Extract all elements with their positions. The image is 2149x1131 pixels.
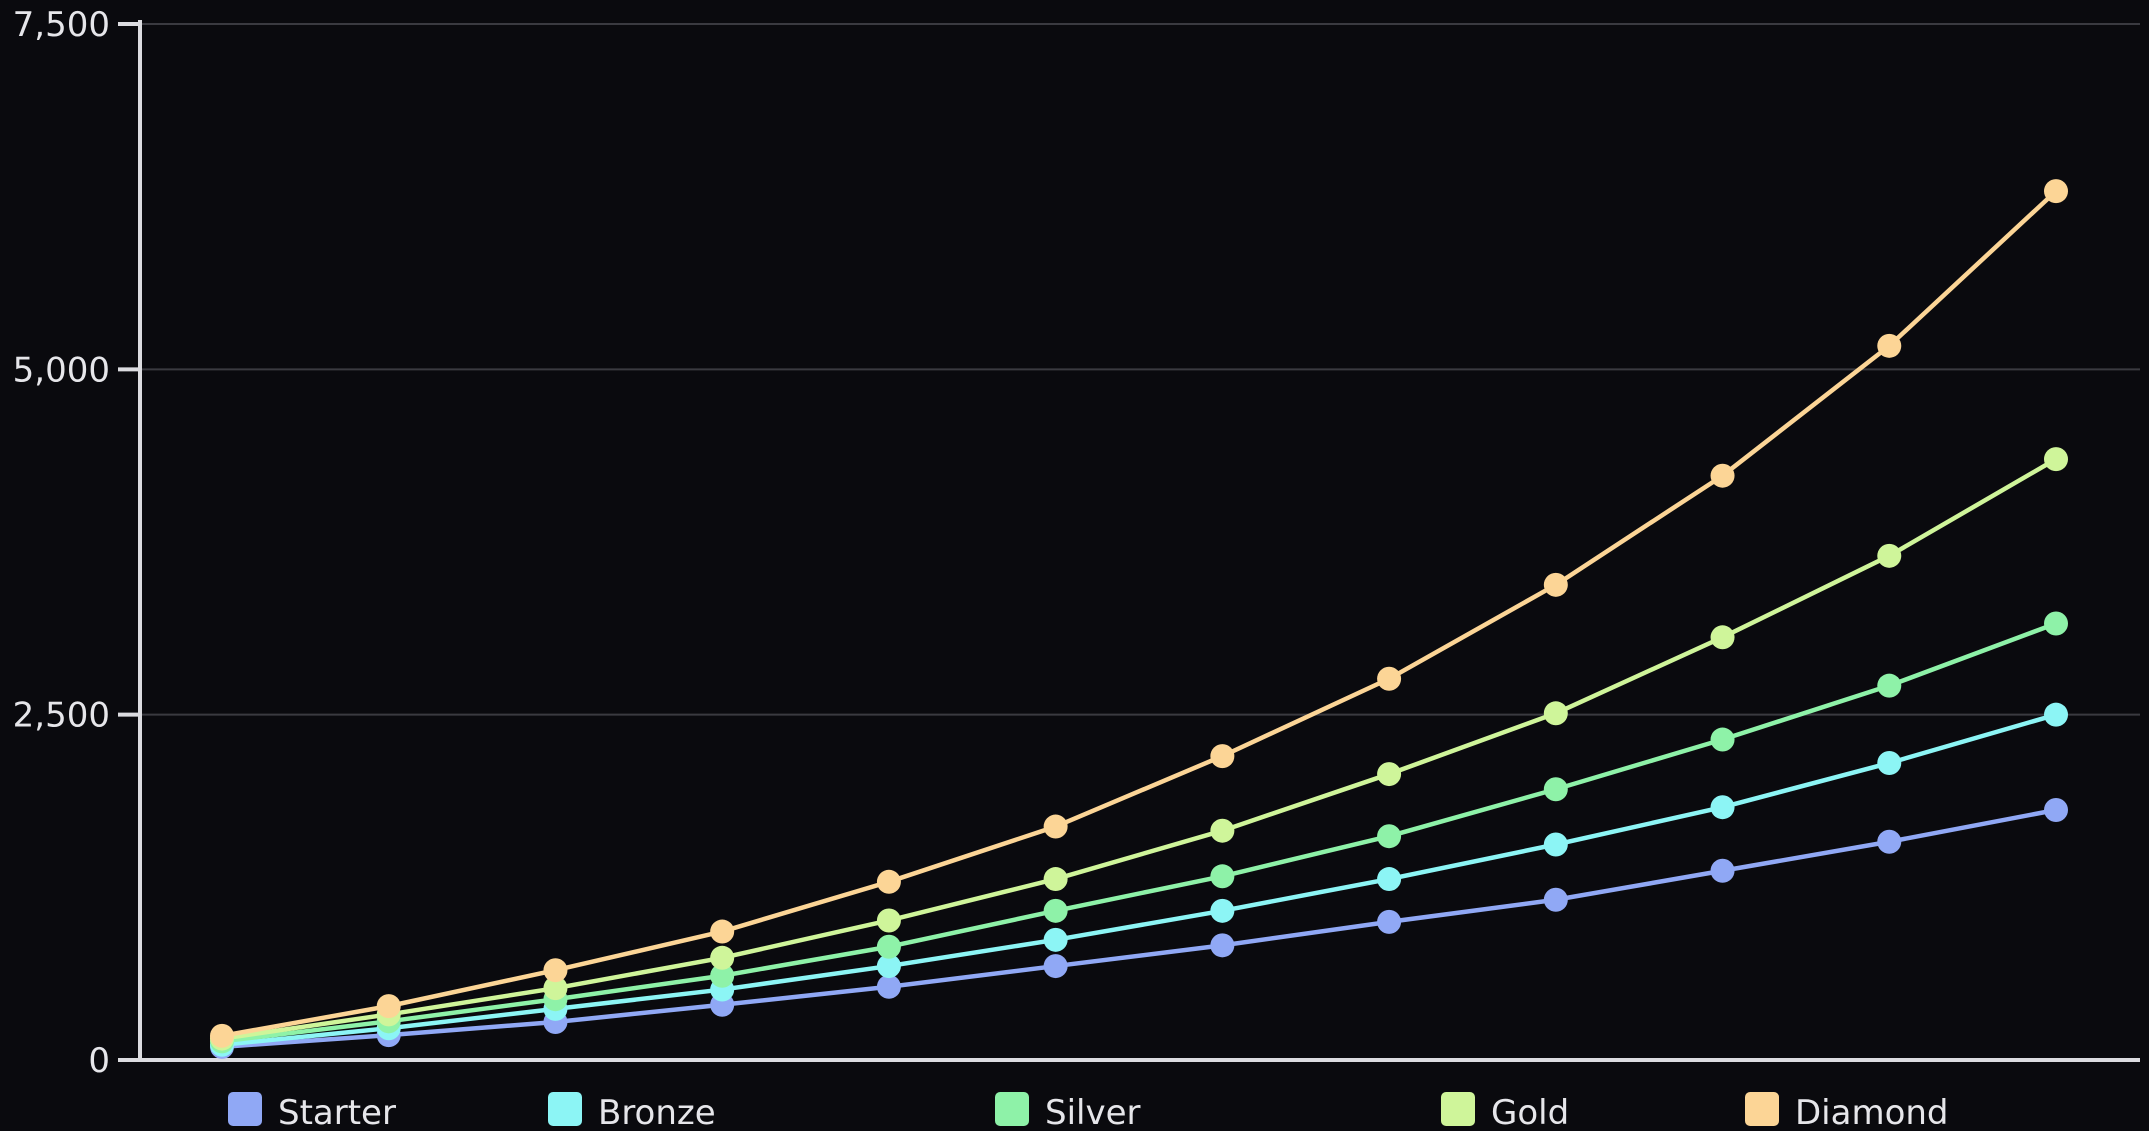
data-point (1877, 829, 1902, 854)
data-point (210, 1023, 234, 1048)
data-point (876, 954, 901, 979)
data-point (1543, 832, 1568, 857)
data-point (1210, 864, 1235, 889)
data-point (1543, 572, 1568, 597)
data-point (1043, 814, 1068, 839)
data-point (543, 958, 568, 983)
legend-label: Bronze (598, 1093, 716, 1131)
data-point (1210, 744, 1235, 769)
data-point (1377, 762, 1402, 787)
y-tick-label: 7,500 (13, 5, 110, 45)
series-line (219, 188, 2059, 1039)
y-tick-label: 5,000 (13, 350, 110, 390)
data-point (876, 908, 901, 933)
data-point (2044, 179, 2068, 204)
data-point (1377, 824, 1402, 849)
data-point (1877, 543, 1902, 568)
legend-label: Silver (1045, 1093, 1141, 1131)
legend-item-starter: Starter (228, 1092, 396, 1131)
data-point (1043, 954, 1068, 979)
data-point (1210, 898, 1235, 923)
data-point (2044, 611, 2068, 636)
legend-label: Starter (278, 1093, 396, 1131)
data-point (1043, 898, 1068, 923)
data-point (1710, 625, 1735, 650)
data-point (1710, 795, 1735, 820)
legend-label: Gold (1491, 1093, 1569, 1131)
data-point (1710, 463, 1735, 488)
series-bronze (210, 702, 2068, 1057)
data-point (876, 974, 901, 999)
legend-item-gold: Gold (1441, 1092, 1569, 1131)
data-point (1210, 933, 1235, 958)
legend-item-diamond: Diamond (1745, 1092, 1949, 1131)
legend-swatch (548, 1092, 582, 1126)
data-point (1377, 909, 1402, 934)
data-point (1043, 927, 1068, 952)
series-group (210, 179, 2068, 1059)
data-point (2044, 702, 2068, 727)
data-point (2044, 447, 2068, 472)
data-point (710, 963, 735, 988)
legend-swatch (1745, 1092, 1779, 1126)
data-point (1710, 727, 1735, 752)
data-point (543, 976, 568, 1001)
series-line (219, 456, 2059, 1041)
legend: Starter Bronze Silver Gold Diamond (228, 1092, 1949, 1131)
series-line (219, 807, 2059, 1050)
data-point (710, 945, 735, 970)
data-point (1043, 867, 1068, 892)
data-point (376, 994, 401, 1019)
series-diamond (210, 179, 2068, 1048)
data-point (1877, 673, 1902, 698)
axes: 0 2,500 5,000 7,500 (13, 5, 2140, 1081)
legend-swatch (228, 1092, 262, 1126)
data-point (876, 934, 901, 959)
legend-swatch (1441, 1092, 1475, 1126)
data-point (1543, 887, 1568, 912)
data-point (1377, 666, 1402, 691)
data-point (876, 869, 901, 894)
legend-swatch (995, 1092, 1029, 1126)
data-point (1877, 751, 1902, 776)
gridlines (140, 23, 2140, 716)
series-gold (210, 447, 2068, 1051)
y-tick-label: 2,500 (13, 696, 110, 736)
data-point (1377, 867, 1402, 892)
series-line (219, 712, 2059, 1048)
y-tick-label: 0 (88, 1041, 110, 1081)
legend-label: Diamond (1795, 1093, 1949, 1131)
series-line (219, 621, 2059, 1044)
series-silver (210, 611, 2068, 1054)
series-starter (210, 797, 2068, 1059)
data-point (710, 919, 735, 944)
data-point (1710, 858, 1735, 883)
legend-item-silver: Silver (995, 1092, 1141, 1131)
data-point (1210, 818, 1235, 843)
data-point (1543, 777, 1568, 802)
data-point (1543, 701, 1568, 726)
data-point (2044, 797, 2068, 822)
legend-item-bronze: Bronze (548, 1092, 716, 1131)
data-point (1877, 333, 1902, 358)
